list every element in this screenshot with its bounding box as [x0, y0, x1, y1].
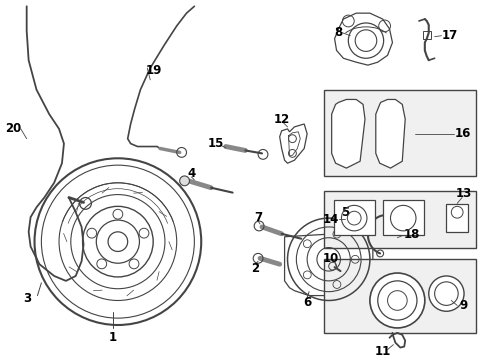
Text: 16: 16 — [454, 127, 470, 140]
Polygon shape — [279, 124, 306, 163]
Text: 5: 5 — [341, 206, 349, 219]
Polygon shape — [375, 99, 405, 168]
Text: 14: 14 — [322, 213, 338, 226]
Text: 1: 1 — [109, 331, 117, 344]
Bar — [422, 31, 430, 39]
Text: 8: 8 — [334, 26, 342, 39]
Polygon shape — [334, 13, 392, 65]
Bar — [323, 90, 475, 176]
Text: 4: 4 — [187, 167, 195, 180]
Circle shape — [179, 176, 189, 186]
Text: 2: 2 — [251, 262, 259, 275]
Bar — [323, 191, 475, 248]
Circle shape — [369, 273, 424, 328]
Text: 15: 15 — [207, 137, 224, 150]
Text: 18: 18 — [403, 228, 419, 241]
Text: 6: 6 — [303, 296, 311, 309]
Text: 13: 13 — [455, 187, 471, 200]
Text: 9: 9 — [458, 299, 466, 312]
Text: 10: 10 — [322, 252, 338, 265]
Text: 17: 17 — [440, 29, 457, 42]
Polygon shape — [284, 232, 372, 296]
Circle shape — [428, 276, 463, 311]
Bar — [382, 201, 423, 235]
Polygon shape — [331, 99, 364, 168]
Text: 19: 19 — [146, 63, 162, 77]
Bar — [446, 204, 467, 232]
Text: 11: 11 — [374, 345, 390, 358]
Bar — [333, 201, 374, 235]
Text: 7: 7 — [254, 211, 262, 224]
Bar — [323, 259, 475, 333]
Text: 12: 12 — [273, 113, 289, 126]
Text: 20: 20 — [5, 122, 21, 135]
Text: 3: 3 — [23, 292, 32, 305]
